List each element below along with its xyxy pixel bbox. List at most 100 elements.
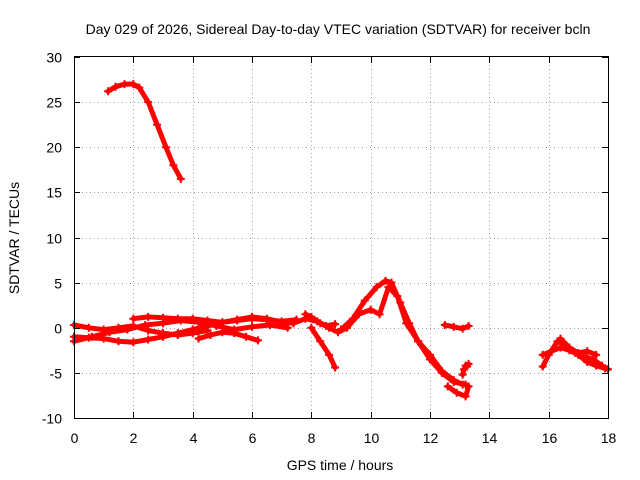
series-line xyxy=(442,322,472,332)
data-point xyxy=(601,364,610,373)
data-point xyxy=(556,343,565,352)
series-arc-1 xyxy=(104,80,185,183)
data-point xyxy=(253,336,262,345)
series-arc-8 xyxy=(307,323,340,372)
data-point xyxy=(592,361,601,370)
data-point xyxy=(242,332,251,341)
data-point xyxy=(129,80,138,89)
data-point xyxy=(135,83,144,92)
data-point xyxy=(206,330,215,339)
data-point xyxy=(203,326,212,335)
data-point xyxy=(461,392,470,401)
data-point xyxy=(360,296,369,305)
data-point xyxy=(426,350,434,359)
data-point xyxy=(218,318,227,327)
data-point xyxy=(87,332,96,341)
data-point xyxy=(114,323,123,332)
data-point xyxy=(173,330,182,339)
x-tick-label: 10 xyxy=(364,430,380,446)
x-tick-label: 12 xyxy=(423,430,439,446)
data-point xyxy=(440,321,449,330)
data-point xyxy=(458,380,467,389)
data-point xyxy=(443,382,452,391)
data-point xyxy=(464,321,473,330)
x-tick-label: 2 xyxy=(130,430,138,446)
data-point xyxy=(218,328,227,337)
series-arc-10 xyxy=(289,314,340,330)
data-point xyxy=(583,347,592,356)
data-point xyxy=(233,316,242,325)
x-tick-label: 14 xyxy=(482,430,498,446)
y-tick-label: 10 xyxy=(46,231,62,247)
series-arc-9 xyxy=(337,276,467,389)
series-line xyxy=(308,325,338,370)
series-line xyxy=(105,81,184,182)
data-point xyxy=(169,161,178,170)
x-tick-label: 0 xyxy=(71,430,79,446)
data-point xyxy=(129,314,138,323)
data-point xyxy=(372,283,381,292)
data-point xyxy=(375,310,384,319)
series-arc-13 xyxy=(440,321,473,333)
data-point xyxy=(159,313,167,322)
data-point xyxy=(104,87,113,96)
data-point xyxy=(405,319,414,328)
series-line xyxy=(445,383,472,399)
data-point xyxy=(173,314,182,323)
data-point xyxy=(547,347,556,356)
data-point xyxy=(277,317,286,326)
data-point xyxy=(129,321,138,330)
data-point xyxy=(556,334,565,343)
data-point xyxy=(161,143,170,152)
data-point xyxy=(203,316,212,325)
data-point xyxy=(230,329,239,338)
data-point xyxy=(84,323,93,332)
grid-lines xyxy=(74,57,608,418)
data-point xyxy=(188,329,197,338)
data-point xyxy=(458,324,467,333)
y-tick-label: -10 xyxy=(42,411,62,427)
y-tick-label: 20 xyxy=(46,140,62,156)
data-point xyxy=(120,80,129,89)
data-point xyxy=(331,363,340,372)
data-point xyxy=(188,314,197,323)
chart-title: Day 029 of 2026, Sidereal Day-to-day VTE… xyxy=(86,21,591,37)
data-point xyxy=(129,338,138,347)
data-point xyxy=(592,350,601,359)
data-point xyxy=(313,317,322,326)
data-point xyxy=(144,326,153,335)
data-point xyxy=(414,337,423,346)
series-arc-6 xyxy=(194,328,262,345)
data-points xyxy=(70,80,612,401)
x-axis-label: GPS time / hours xyxy=(287,457,394,473)
data-point xyxy=(458,370,467,379)
y-tick-label: 30 xyxy=(46,50,62,66)
data-point xyxy=(301,314,310,323)
data-point xyxy=(144,335,153,344)
data-point xyxy=(176,174,185,183)
data-point xyxy=(153,120,162,129)
series-arc-16 xyxy=(556,334,601,359)
y-tick-label: 5 xyxy=(54,276,62,292)
data-point xyxy=(114,337,123,346)
x-tick-label: 8 xyxy=(308,430,316,446)
data-point xyxy=(262,315,271,324)
data-point xyxy=(337,325,345,334)
series-arc-5 xyxy=(70,321,212,339)
x-tick-label: 4 xyxy=(190,430,198,446)
y-axis-label: SDTVAR / TECUs xyxy=(6,182,22,294)
data-point xyxy=(111,82,120,91)
data-point xyxy=(159,329,167,338)
data-point xyxy=(331,320,340,329)
data-point xyxy=(144,312,153,321)
series-line xyxy=(71,322,210,338)
data-point xyxy=(248,314,256,323)
data-point xyxy=(437,367,446,376)
data-point xyxy=(396,298,405,307)
y-tick-label: 0 xyxy=(54,321,62,337)
data-point xyxy=(325,350,334,359)
x-tick-label: 16 xyxy=(542,430,558,446)
data-point xyxy=(366,305,375,314)
